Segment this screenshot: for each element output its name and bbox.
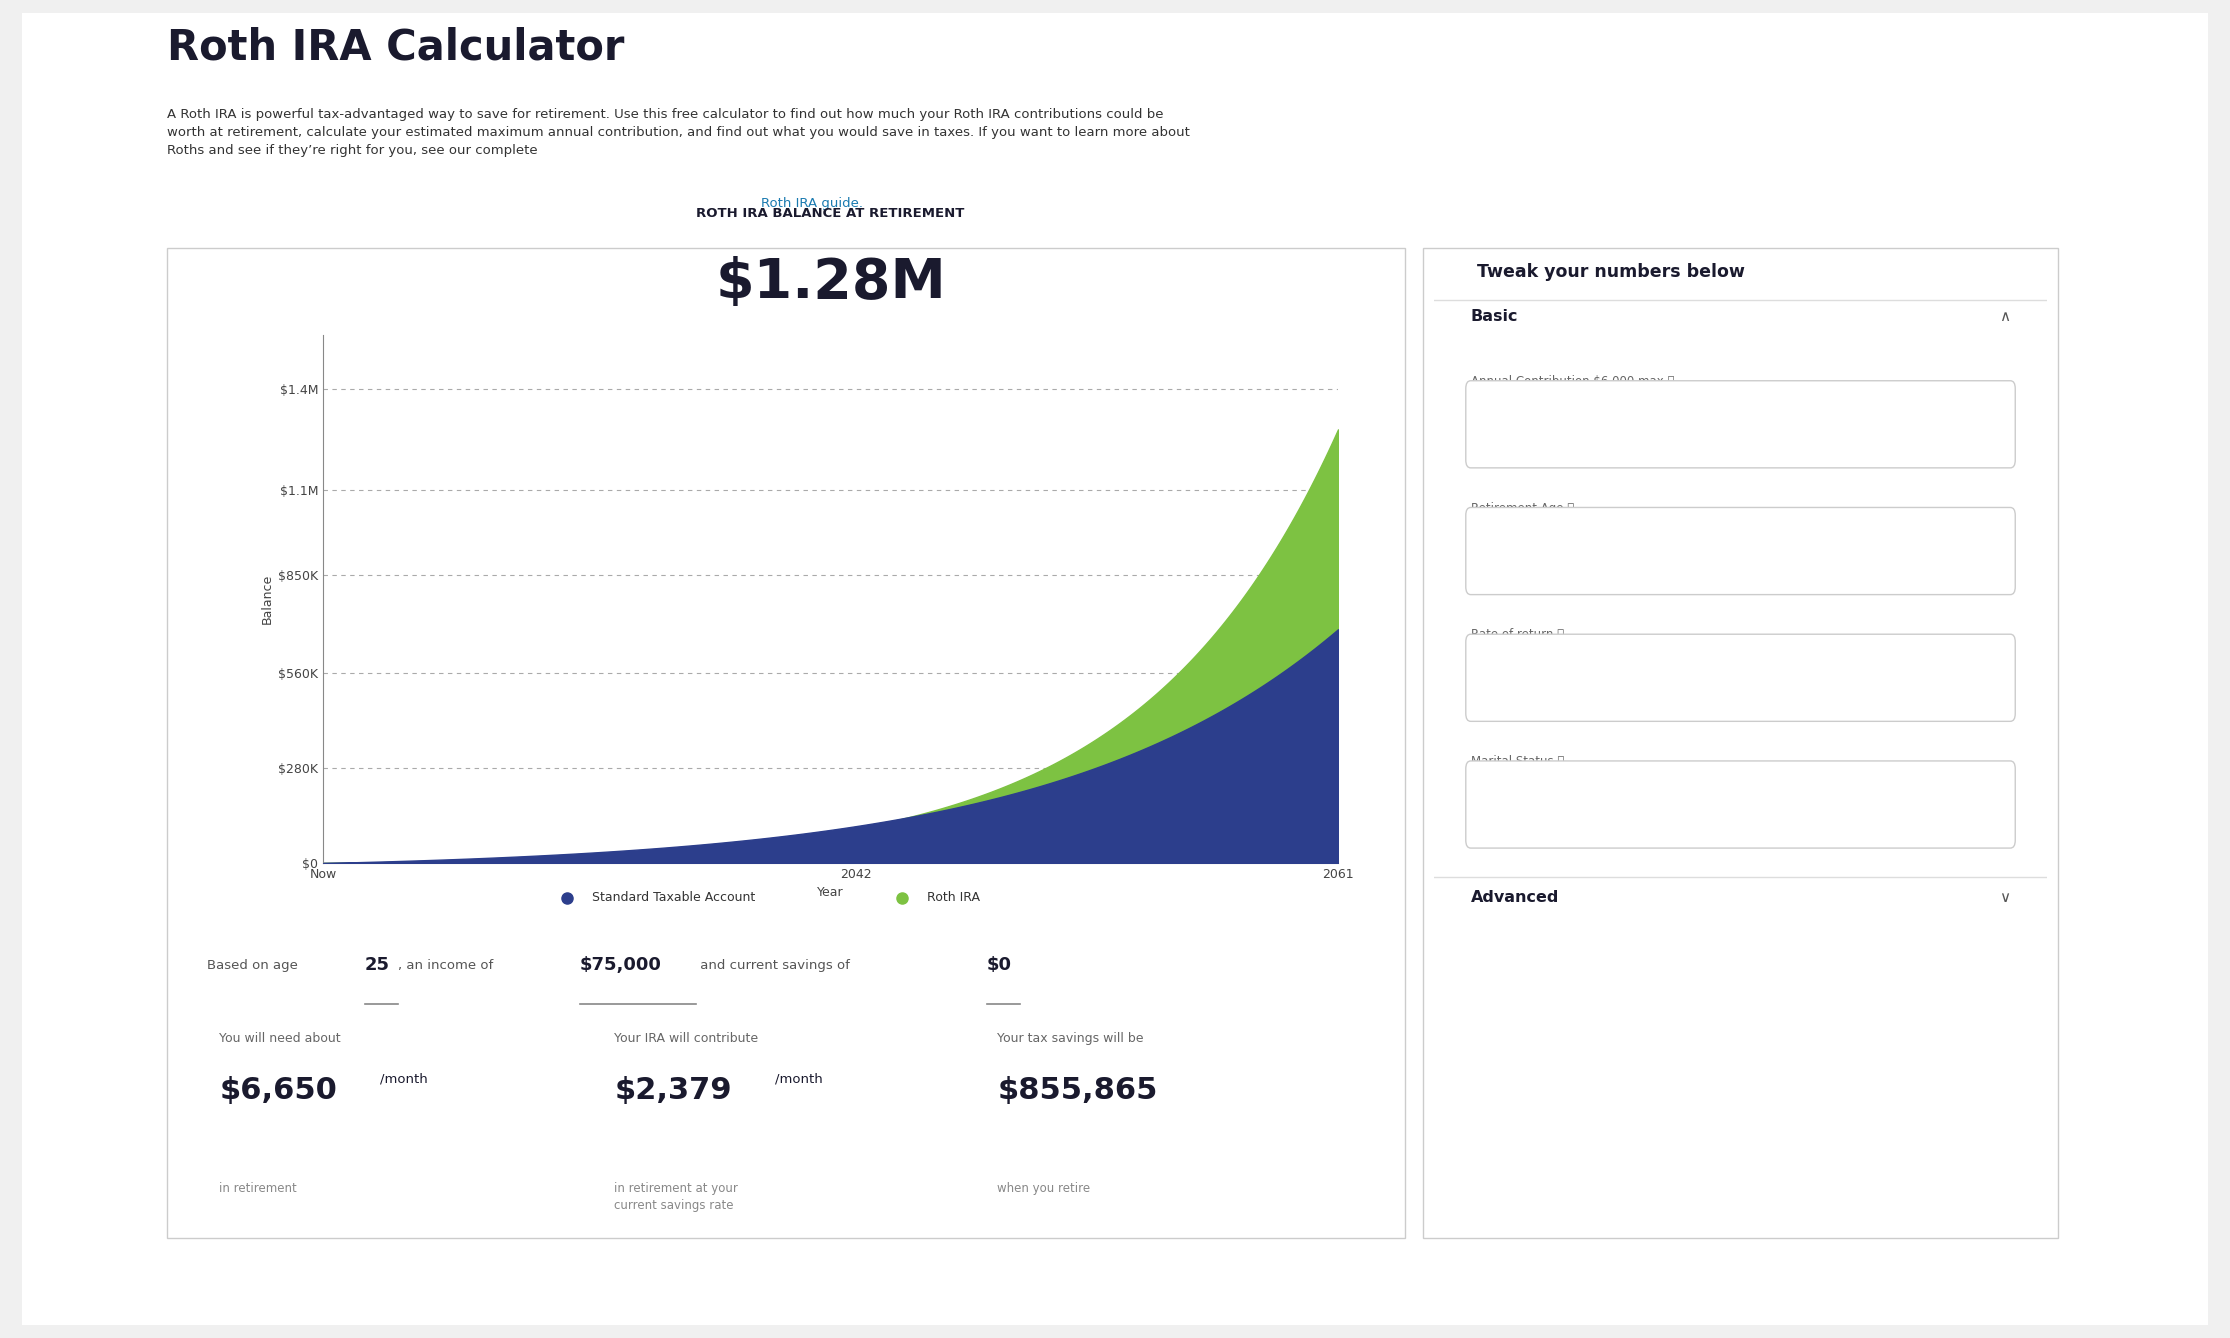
FancyBboxPatch shape bbox=[1423, 248, 2058, 1238]
Text: , an income of: , an income of bbox=[397, 959, 497, 971]
Text: Advanced: Advanced bbox=[1472, 890, 1559, 904]
Text: Based on age: Based on age bbox=[207, 959, 303, 971]
Text: Basic: Basic bbox=[1472, 309, 1519, 324]
Text: 65: 65 bbox=[1501, 543, 1521, 558]
Text: when you retire: when you retire bbox=[997, 1181, 1090, 1195]
Text: Roth IRA Calculator: Roth IRA Calculator bbox=[167, 27, 624, 68]
Text: A Roth IRA is powerful tax-advantaged way to save for retirement. Use this free : A Roth IRA is powerful tax-advantaged wa… bbox=[167, 108, 1191, 158]
Text: 25: 25 bbox=[366, 957, 390, 974]
Text: in retirement: in retirement bbox=[219, 1181, 297, 1195]
FancyBboxPatch shape bbox=[1465, 507, 2016, 594]
Text: $0: $0 bbox=[988, 957, 1012, 974]
Text: $75,000: $75,000 bbox=[580, 957, 662, 974]
FancyBboxPatch shape bbox=[1465, 761, 2016, 848]
FancyBboxPatch shape bbox=[1465, 634, 2016, 721]
Text: ∨: ∨ bbox=[1998, 890, 2009, 904]
Text: 7%: 7% bbox=[1501, 670, 1525, 685]
Text: /month: /month bbox=[774, 1073, 823, 1086]
Text: Tweak your numbers below: Tweak your numbers below bbox=[1476, 262, 1744, 281]
Text: $1.28M: $1.28M bbox=[716, 256, 946, 309]
Text: $6,650: $6,650 bbox=[219, 1076, 337, 1105]
X-axis label: Year: Year bbox=[818, 887, 843, 899]
Text: single: single bbox=[1501, 797, 1545, 812]
Text: ∧: ∧ bbox=[1998, 309, 2009, 324]
Text: Standard Taxable Account: Standard Taxable Account bbox=[593, 891, 756, 904]
Text: in retirement at your
current savings rate: in retirement at your current savings ra… bbox=[613, 1181, 738, 1212]
FancyBboxPatch shape bbox=[1465, 381, 2016, 468]
FancyBboxPatch shape bbox=[167, 248, 1405, 1238]
Text: Annual Contribution $6,000 max ⓘ: Annual Contribution $6,000 max ⓘ bbox=[1472, 375, 1675, 388]
Text: Retirement Age ⓘ: Retirement Age ⓘ bbox=[1472, 502, 1574, 515]
Text: ▾: ▾ bbox=[1978, 796, 1987, 814]
Text: Roth IRA guide.: Roth IRA guide. bbox=[760, 198, 863, 210]
Text: and current savings of: and current savings of bbox=[696, 959, 854, 971]
FancyBboxPatch shape bbox=[22, 13, 2208, 1325]
Text: /month: /month bbox=[379, 1073, 428, 1086]
Text: $2,379: $2,379 bbox=[613, 1076, 731, 1105]
Text: Your IRA will contribute: Your IRA will contribute bbox=[613, 1032, 758, 1045]
Text: Rate of return ⓘ: Rate of return ⓘ bbox=[1472, 629, 1563, 641]
Text: ROTH IRA BALANCE AT RETIREMENT: ROTH IRA BALANCE AT RETIREMENT bbox=[696, 207, 966, 221]
Text: Your tax savings will be: Your tax savings will be bbox=[997, 1032, 1144, 1045]
Text: You will need about: You will need about bbox=[219, 1032, 341, 1045]
Y-axis label: Balance: Balance bbox=[261, 574, 274, 624]
Text: $6,000: $6,000 bbox=[1501, 417, 1552, 432]
Text: Roth IRA: Roth IRA bbox=[928, 891, 979, 904]
Text: Marital Status ⓘ: Marital Status ⓘ bbox=[1472, 755, 1563, 768]
Text: $855,865: $855,865 bbox=[997, 1076, 1157, 1105]
